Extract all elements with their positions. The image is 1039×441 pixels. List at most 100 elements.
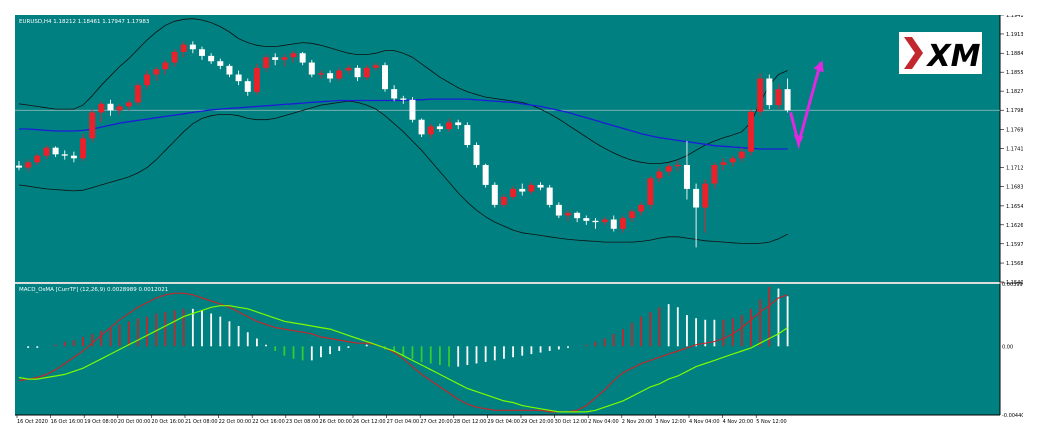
candle-body [208,55,215,62]
candle-body [702,183,709,208]
candle [363,65,370,80]
candle [372,62,379,71]
candle [171,49,178,67]
time-tick-label: 28 Oct 12:00 [454,419,487,425]
price-tick-label: 1.17695 [1006,127,1023,133]
candle [491,182,498,208]
candle-body [601,219,608,223]
candle-body [162,62,169,70]
candle-body [281,57,288,60]
candle-body [345,67,352,71]
candle-body [427,126,434,135]
candle-body [263,57,270,68]
candle-body [565,212,571,216]
candle-body [574,212,581,219]
price-tick-label: 1.17410 [1006,146,1023,152]
macd-tick-label: -0.00440 [1002,413,1023,419]
time-tick-label: 23 Oct 08:00 [286,419,319,425]
candle [592,218,599,229]
candle-body [199,49,205,56]
candle-body [674,164,681,167]
candle-body [400,98,407,100]
candle-body [656,171,663,179]
candle-body [308,62,315,75]
price-tick-label: 1.18270 [1006,89,1023,95]
candle-body [25,162,32,168]
candle [757,73,764,116]
candle-body [711,164,718,184]
candle-body [757,78,764,112]
candle [574,211,581,223]
candle-body [70,155,77,159]
candle [748,109,754,156]
candle-body [180,44,187,52]
candle [272,53,279,66]
candle [235,70,242,86]
candle-body [446,122,453,130]
candle-body [473,145,480,165]
candle [473,142,480,168]
logo-text: XM [926,39,981,74]
candle [766,74,773,110]
candle [510,186,517,200]
candle-body [363,67,370,78]
candle-body [629,211,636,219]
candle-body [272,57,279,60]
candle-body [610,219,617,229]
price-tick-label: 1.15685 [1006,261,1023,267]
time-tick-label: 19 Oct 08:00 [84,419,117,425]
candle-body [391,89,398,99]
candle [116,103,123,115]
candle [217,58,224,70]
candle-body [134,85,141,103]
candle [162,59,169,75]
time-tick-label: 5 Nov 12:00 [756,419,787,425]
candle-body [61,154,68,156]
arrow-head-down [793,134,804,146]
macd-panel [15,284,1000,415]
candle [555,202,562,219]
time-tick-label: 26 Oct 00:00 [319,419,352,425]
time-tick-label: 22 Oct 00:00 [219,419,252,425]
candle-body [116,106,123,111]
candle-body [464,125,471,146]
candle [500,194,507,208]
bollinger-lower-line [18,100,788,244]
candle-body [546,187,553,205]
candle-body [217,61,224,66]
symbol-header: EURUSD,H4 1.18212 1.18461 1.17947 1.1798… [19,19,150,25]
time-tick-label: 20 Oct 16:00 [151,419,184,425]
candle-body [372,65,379,68]
time-tick-label: 22 Oct 16:00 [252,419,285,425]
price-tick-label: 1.19130 [1006,32,1023,38]
candle-body [34,155,41,163]
candle-body [125,102,132,107]
candle-body [683,164,690,189]
candle [619,215,626,233]
candle [299,51,306,66]
candle [354,65,361,82]
candle [629,208,636,223]
candle-body [592,220,599,223]
chart-frame: 1.19415 1.19130 1.18840 1.18555 1.18270 1.179… [15,13,1027,427]
price-tick-label: 1.16260 [1006,223,1023,229]
candle-body [244,81,251,92]
candle [738,147,745,163]
candle-body [500,196,507,205]
time-tick-label: 26 Oct 12:00 [353,419,386,425]
candle-body [766,78,773,106]
candle [52,146,59,157]
candle [400,95,407,104]
candle [308,59,315,78]
candle [107,99,114,116]
candle [125,99,132,111]
candle [199,46,205,60]
candle [583,215,590,225]
candle [61,150,68,160]
candle [427,123,434,139]
candle [80,134,87,161]
candle [144,70,151,90]
price-tick-label: 1.17120 [1006,166,1023,172]
candle [711,162,718,189]
